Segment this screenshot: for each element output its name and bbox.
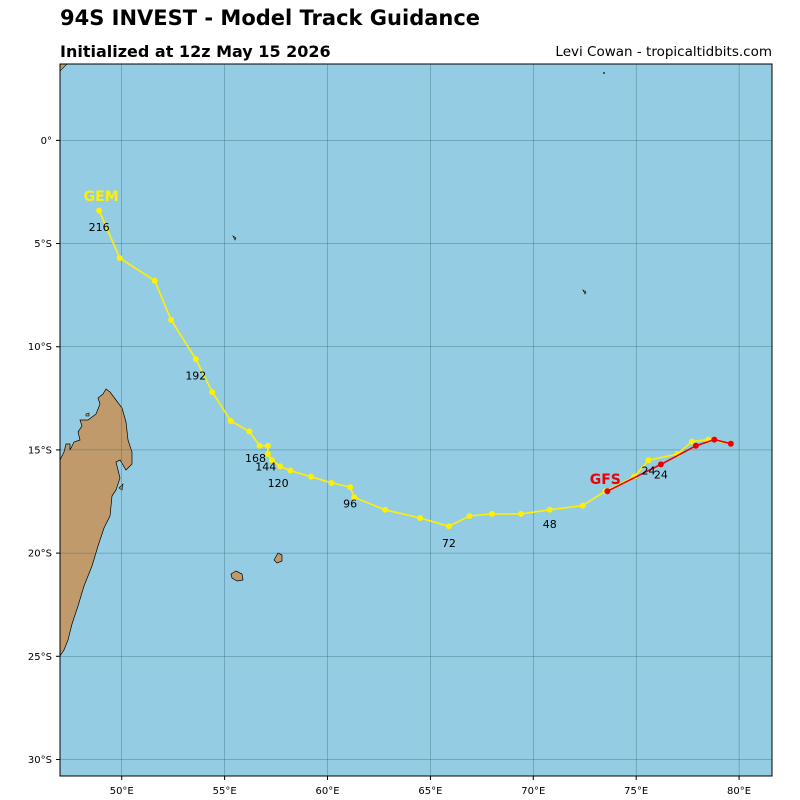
gem-track-point	[264, 451, 271, 458]
x-tick-label: 75°E	[624, 786, 648, 797]
model-name-labels: GEM GFS	[84, 189, 621, 488]
gfs-track-point	[604, 488, 611, 495]
gem-track-point	[688, 438, 695, 445]
gem-track-point	[417, 515, 424, 522]
gem-hour-label: 144	[255, 460, 276, 473]
gem-track-point	[347, 484, 354, 491]
graticule	[60, 64, 772, 776]
gem-track-point	[151, 277, 158, 284]
gem-track-point	[489, 510, 496, 517]
gfs-hour-label: 24	[654, 469, 668, 482]
maldives-islet	[603, 72, 605, 74]
gem-hour-label: 216	[89, 221, 110, 234]
x-tick-label: 65°E	[418, 786, 442, 797]
gem-track-point	[116, 254, 123, 261]
gem-track-point	[466, 512, 473, 519]
gem-track-point	[517, 510, 524, 517]
madagascar-landmass	[60, 388, 133, 657]
x-tick-label: 55°E	[213, 786, 237, 797]
map-frame	[59, 63, 773, 777]
gfs-track-point	[727, 440, 734, 447]
gem-track-point	[168, 316, 175, 323]
gfs-track-point	[657, 461, 664, 468]
y-tick-label: 30°S	[28, 755, 52, 766]
corner-land	[60, 64, 68, 72]
y-tick-label: 10°S	[28, 342, 52, 353]
gfs-track-point	[692, 442, 699, 449]
gem-hour-label: 96	[343, 498, 357, 511]
gem-track-point	[192, 356, 199, 363]
page-title: 94S INVEST - Model Track Guidance	[60, 6, 481, 30]
axis-ticks: 50°E 55°E 60°E 65°E 70°E 75°E 80°E 0° 5°S 10°S 15°…	[28, 136, 751, 797]
mauritius-island	[273, 552, 283, 564]
gem-track-point	[256, 442, 263, 449]
gfs-model-label: GFS	[590, 472, 621, 488]
y-tick-label: 25°S	[28, 652, 52, 663]
x-tick-label: 60°E	[315, 786, 339, 797]
gfs-track	[604, 436, 734, 495]
gem-track-point	[268, 457, 275, 464]
credit-text: Levi Cowan - tropicaltidbits.com	[555, 44, 772, 60]
gem-track-point	[277, 463, 284, 470]
gem-track-point	[382, 506, 389, 513]
gem-track-point	[246, 428, 253, 435]
gfs-track-point	[711, 436, 718, 443]
madagascar-islet	[118, 483, 124, 491]
y-tick-label: 5°S	[34, 239, 52, 250]
gem-hour-label: 192	[185, 370, 206, 383]
gem-track-point	[96, 207, 103, 214]
nosy-island	[85, 412, 90, 417]
gem-track-point	[445, 523, 452, 530]
gem-track-point	[328, 479, 335, 486]
gem-hour-label: 168	[245, 452, 266, 465]
seychelles-islet	[232, 235, 237, 241]
chagos-islet	[582, 289, 587, 295]
y-tick-label: 20°S	[28, 549, 52, 560]
gem-hour-label: 120	[268, 477, 289, 490]
gem-track-point	[351, 494, 358, 501]
ocean-background	[60, 64, 772, 776]
gem-track-point	[308, 473, 315, 480]
x-tick-label: 80°E	[727, 786, 751, 797]
gem-track-point	[287, 467, 294, 474]
land-layer	[60, 64, 605, 657]
page-subtitle: Initialized at 12z May 15 2026	[60, 42, 331, 61]
model-tracks	[96, 207, 734, 530]
x-tick-label: 70°E	[521, 786, 545, 797]
x-tick-label: 50°E	[110, 786, 134, 797]
y-tick-label: 15°S	[28, 445, 52, 456]
gem-track-point	[645, 457, 652, 464]
gem-hour-label: 48	[543, 518, 557, 531]
y-tick-label: 0°	[41, 136, 52, 147]
gem-track-point	[579, 502, 586, 509]
gem-hour-label: 24	[642, 465, 656, 478]
gem-track-point	[209, 389, 216, 396]
gem-track-point	[227, 418, 234, 425]
gem-track-point	[264, 442, 271, 449]
reunion-island	[230, 570, 244, 582]
gem-model-label: GEM	[84, 189, 119, 205]
gem-track-point	[546, 506, 553, 513]
gem-hour-label: 72	[442, 537, 456, 550]
